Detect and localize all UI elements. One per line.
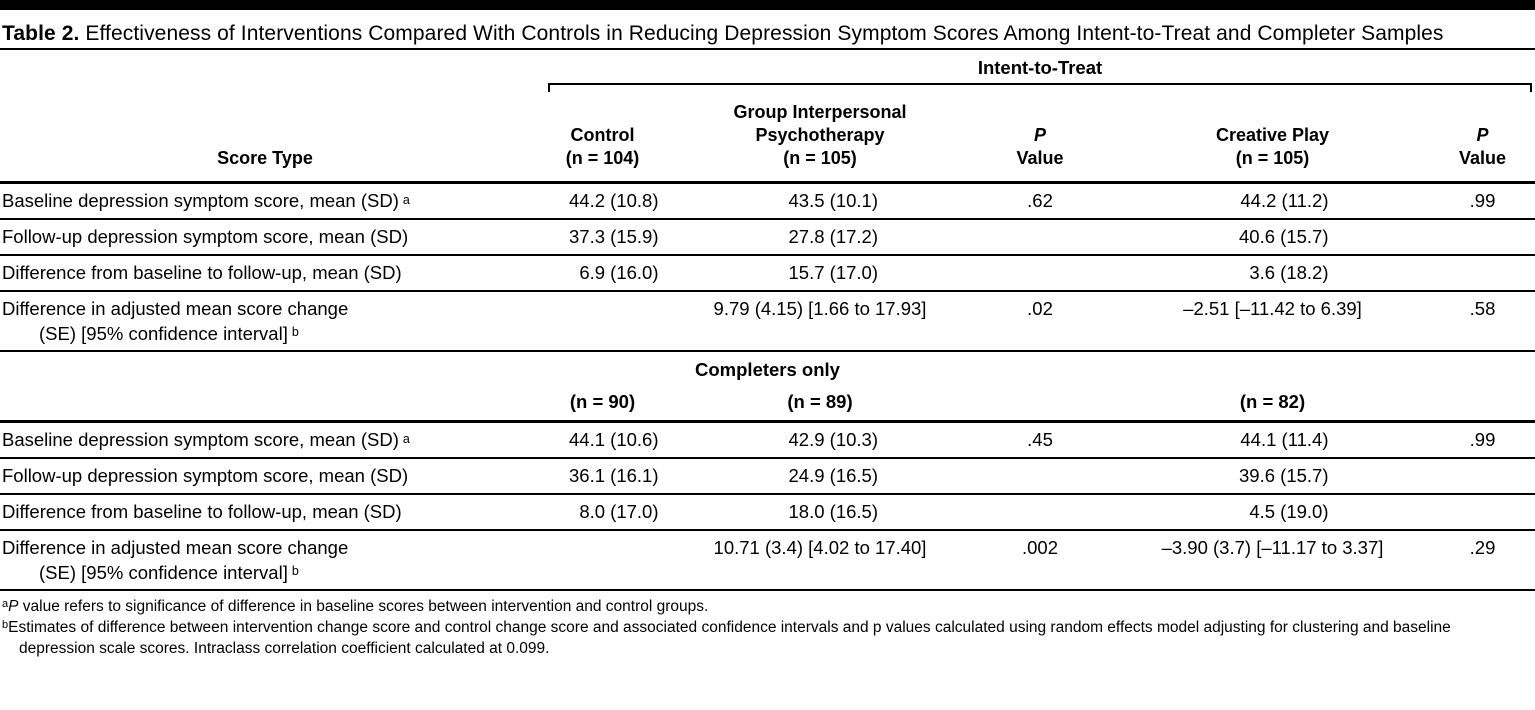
p-value-1: .62 [1027,190,1053,211]
row-label: Difference from baseline to follow-up, m… [2,501,402,522]
p-value-2 [1430,495,1535,529]
gipt-value: 43.5 (10.1) [788,190,878,211]
table-header: Intent-to-Treat Score Type Control (n = … [0,50,1535,181]
p-value-1: .45 [1027,429,1053,450]
p-value-2: .99 [1469,429,1496,450]
row-label-line2: (SE) [95% confidence interval] [39,562,288,583]
col-header-control: Control (n = 104) [565,125,640,168]
creative-play-value: 3.6 (18.2) [1249,262,1329,283]
footnote-a-marker: a [2,598,9,610]
footnote-a-p: P [8,598,19,615]
footnote-a-text: value refers to significance of differen… [18,598,709,615]
intent-to-treat-span-header: Intent-to-Treat [977,57,1103,78]
table-title: Table 2. Effectiveness of Interventions … [0,10,1535,48]
table-row-itt-baseline: Baseline depression symptom score, mean … [0,184,1535,220]
footnote-marker-a: a [402,193,410,207]
gipt-value: 18.0 (16.5) [788,501,878,522]
gipt-value: 24.9 (16.5) [788,465,878,486]
p-value-2: .29 [1469,537,1496,558]
col-header-score-type: Score Type [217,148,313,168]
control-n: (n = 90) [569,391,636,412]
footnote-marker-b: b [291,325,299,339]
control-value: 44.1 (10.6) [569,429,659,450]
row-label: Baseline depression symptom score, mean … [2,190,399,211]
p-value-2 [1430,459,1535,493]
row-label-line1: Difference in adjusted mean score change [2,298,349,319]
footnote-a: aP value refers to significance of diffe… [2,596,1529,617]
creative-play-value: 39.6 (15.7) [1239,465,1329,486]
p-value-1 [965,459,1115,493]
p-value-2 [1430,256,1535,290]
control-value: 37.3 (15.9) [569,226,659,247]
footnote-b-text: Estimates of difference between interven… [8,619,1451,657]
creative-play-value: –3.90 (3.7) [–11.17 to 3.37] [1161,537,1384,558]
footnote-b-marker: b [2,619,9,631]
creative-play-value: 40.6 (15.7) [1239,226,1329,247]
gipt-value: 9.79 (4.15) [1.66 to 17.93] [713,298,927,319]
table-row-completers-baseline: Baseline depression symptom score, mean … [0,423,1535,459]
col-header-group-interpersonal-psychotherapy: Group Interpersonal Psychotherapy (n = 1… [733,102,907,168]
creative-play-n: (n = 82) [1239,391,1306,412]
rule-under-completers-n [0,420,1535,423]
gipt-value: 42.9 (10.3) [788,429,878,450]
creative-play-value: 44.2 (11.2) [1240,190,1329,211]
creative-play-value: –2.51 [–11.42 to 6.39] [1183,298,1362,319]
p-value-1: .002 [1021,537,1058,558]
gipt-value: 27.8 (17.2) [788,226,878,247]
row-label: Baseline depression symptom score, mean … [2,429,399,450]
p-value-1 [965,495,1115,529]
row-label-line1: Difference in adjusted mean score change [2,537,349,558]
col-header-p-value-1: P Value [1016,125,1064,168]
control-value: 8.0 (17.0) [579,501,659,522]
footnote-marker-a: a [402,432,410,446]
p-value-1: .02 [1027,298,1053,319]
completers-sample-size-row: (n = 90) (n = 89) (n = 82) [0,384,1535,420]
table-footnotes: aP value refers to significance of diffe… [0,591,1535,659]
table-row-completers-difference: Difference from baseline to follow-up, m… [0,495,1535,531]
table-row-itt-adjusted-change: Difference in adjusted mean score change… [0,292,1535,352]
row-label: Follow-up depression symptom score, mean… [2,465,409,486]
control-value: 6.9 (16.0) [579,262,659,283]
table-row-itt-difference: Difference from baseline to follow-up, m… [0,256,1535,292]
row-label: Follow-up depression symptom score, mean… [2,226,409,247]
control-value [530,531,675,589]
col-header-creative-play: Creative Play (n = 105) [1215,125,1330,168]
span-bracket [548,83,1532,92]
rule-under-title [0,48,1535,50]
gipt-value: 15.7 (17.0) [788,262,878,283]
table-title-text: Effectiveness of Interventions Compared … [79,22,1444,45]
top-black-bar [0,0,1535,10]
column-headers-row: Score Type Control (n = 104) Group Inter… [0,92,1535,177]
table-row-itt-followup: Follow-up depression symptom score, mean… [0,220,1535,256]
row-label-line2: (SE) [95% confidence interval] [39,323,288,344]
p-value-2 [1430,220,1535,254]
gipt-value: 10.71 (3.4) [4.02 to 17.40] [713,537,927,558]
control-value: 44.2 (10.8) [569,190,659,211]
col-header-p-value-2: P Value [1458,125,1507,168]
creative-play-value: 4.5 (19.0) [1249,501,1329,522]
table-number-label: Table 2. [2,22,80,45]
control-value: 36.1 (16.1) [569,465,659,486]
creative-play-value: 44.1 (11.4) [1240,429,1329,450]
footnote-marker-b: b [291,564,299,578]
rule-under-headers [0,181,1535,184]
gipt-n: (n = 89) [787,391,853,412]
p-value-2: .99 [1469,190,1496,211]
p-value-1 [965,256,1115,290]
completers-only-section-header: Completers only [695,359,840,380]
footnote-b: bEstimates of difference between interve… [2,617,1529,659]
p-value-2: .58 [1469,298,1496,319]
row-label: Difference from baseline to follow-up, m… [2,262,402,283]
table-row-completers-adjusted-change: Difference in adjusted mean score change… [0,531,1535,591]
p-value-1 [965,220,1115,254]
control-value [530,292,675,350]
table-row-completers-followup: Follow-up depression symptom score, mean… [0,459,1535,495]
